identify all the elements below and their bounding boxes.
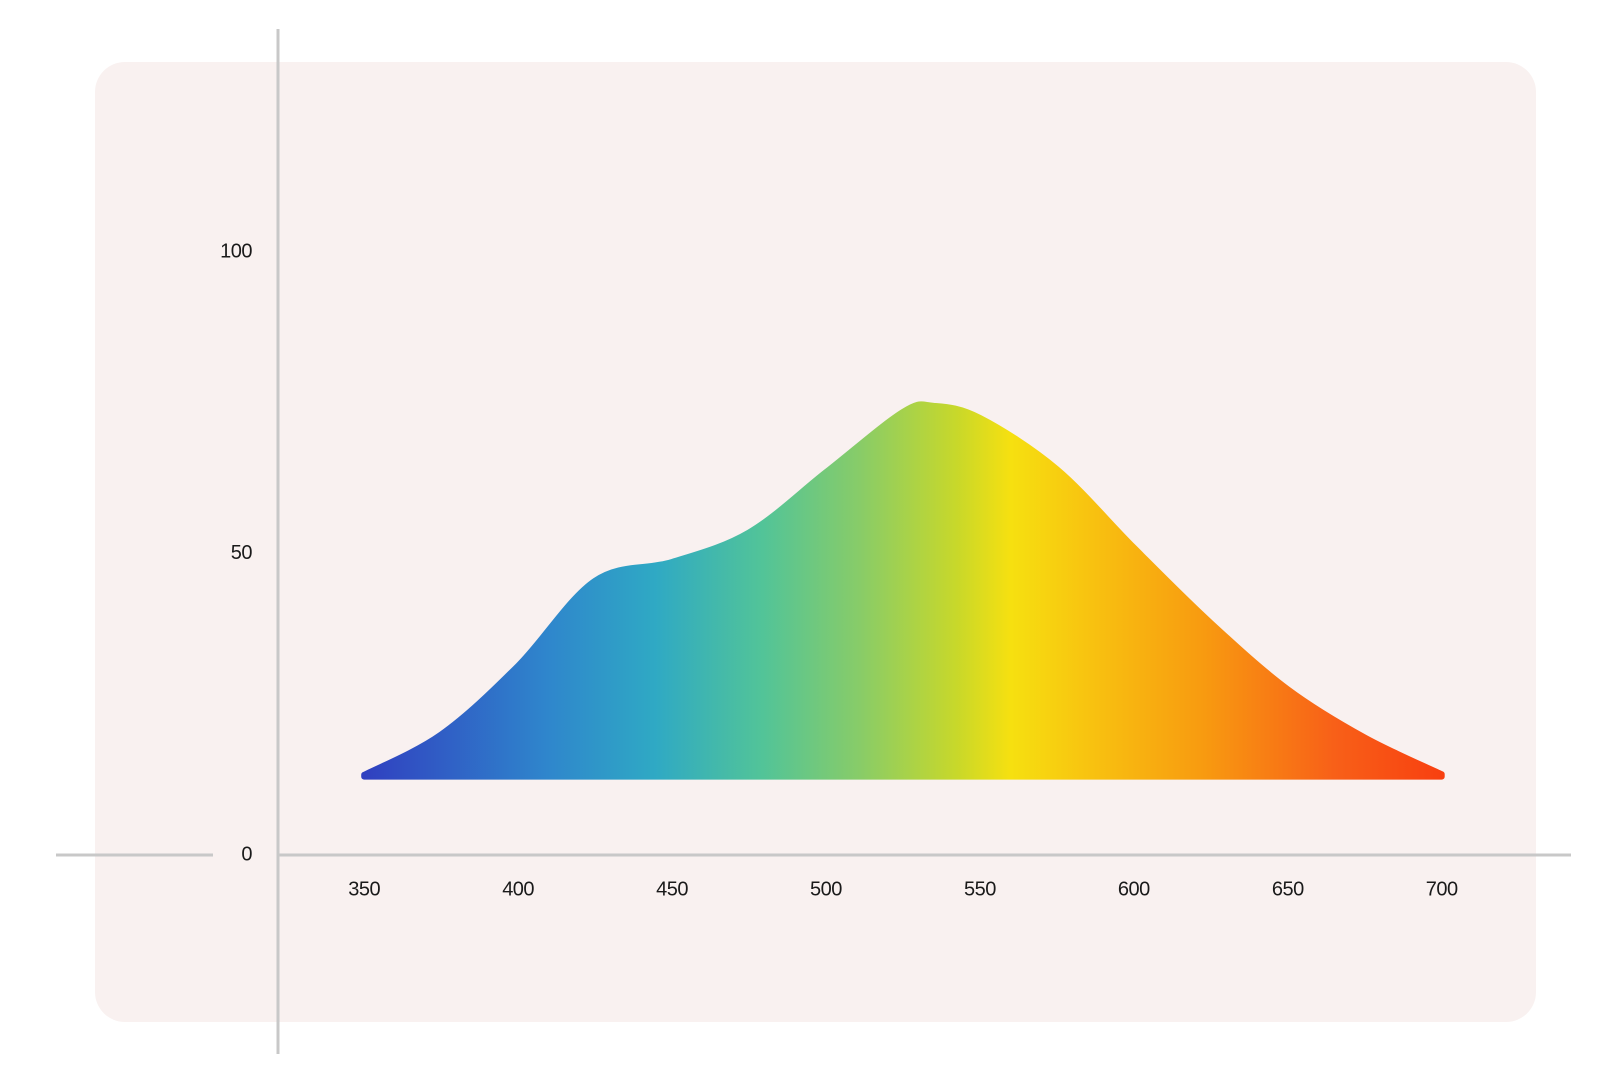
x-tick-label: 650 (1272, 878, 1304, 900)
area (361, 401, 1445, 780)
x-tick-label: 450 (656, 878, 688, 900)
y-tick-label: 0 (241, 843, 252, 865)
x-tick-label: 350 (348, 878, 380, 900)
x-tick-label: 400 (502, 878, 534, 900)
x-tick-label: 500 (810, 878, 842, 900)
x-tick-label: 700 (1426, 878, 1458, 900)
y-tick-label: 100 (220, 240, 252, 262)
y-tick-label: 50 (231, 542, 253, 564)
x-tick-label: 600 (1118, 878, 1150, 900)
x-tick-label: 550 (964, 878, 996, 900)
plot: 0 50 100 350 400 450 500 550 600 650 700 (56, 29, 1571, 1054)
